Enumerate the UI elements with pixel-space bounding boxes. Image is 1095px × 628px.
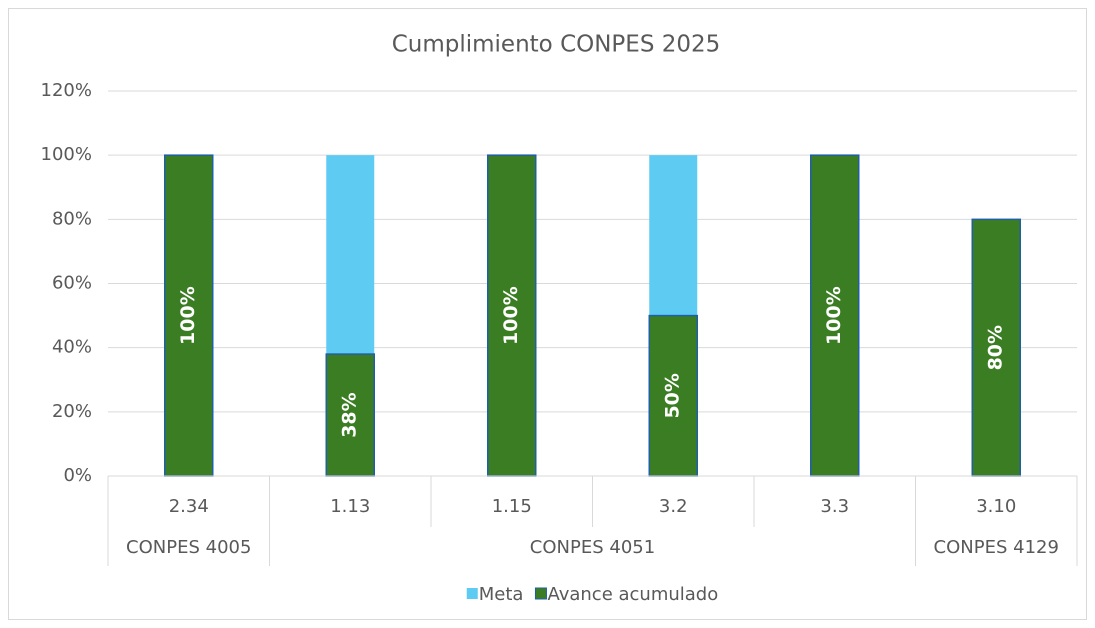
data-label: 100%: [823, 286, 845, 345]
data-label: 38%: [339, 392, 361, 437]
bar: [487, 154, 537, 477]
data-label: 100%: [177, 286, 199, 345]
y-tick-label: 100%: [41, 144, 92, 165]
y-tick-label: 0%: [63, 465, 92, 486]
group-label: CONPES 4129: [934, 537, 1059, 558]
legend-swatch: [466, 588, 478, 599]
bar: [648, 314, 698, 477]
x-tick-label: 3.3: [820, 496, 849, 517]
y-tick-label: 80%: [52, 208, 92, 229]
y-tick-label: 20%: [52, 401, 92, 422]
group-label: CONPES 4005: [126, 537, 251, 558]
group-label: CONPES 4051: [530, 537, 655, 558]
legend-swatch: [534, 587, 547, 600]
x-tick-label: 1.15: [492, 496, 532, 517]
data-label: 50%: [662, 373, 684, 418]
data-label: 80%: [985, 325, 1007, 370]
x-tick-label: 3.10: [976, 496, 1016, 517]
legend-label: Avance acumulado: [547, 584, 718, 605]
legend-label: Meta: [479, 584, 524, 605]
x-tick-label: 1.13: [330, 496, 370, 517]
y-tick-label: 60%: [52, 273, 92, 294]
y-tick-label: 120%: [41, 80, 92, 101]
x-tick-label: 2.34: [169, 496, 209, 517]
y-tick-label: 40%: [52, 337, 92, 358]
x-tick-label: 3.2: [659, 496, 688, 517]
bar: [810, 154, 860, 477]
bar: [971, 218, 1021, 477]
data-label: 100%: [500, 286, 522, 345]
legend: Meta Avance acumulado: [466, 584, 718, 605]
chart-title: Cumplimiento CONPES 2025: [392, 32, 721, 58]
